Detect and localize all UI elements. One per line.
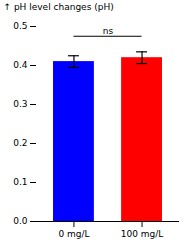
svg-text:0.3: 0.3: [13, 99, 27, 109]
svg-text:↑ pH level changes (pH): ↑ pH level changes (pH): [4, 2, 114, 12]
svg-text:0.4: 0.4: [13, 60, 28, 70]
svg-text:0.2: 0.2: [13, 138, 27, 148]
svg-text:0 mg/L: 0 mg/L: [58, 229, 89, 239]
svg-text:0.5: 0.5: [13, 21, 27, 31]
svg-text:0.0: 0.0: [13, 216, 28, 226]
svg-text:0.1: 0.1: [13, 177, 27, 187]
svg-text:ns: ns: [103, 26, 114, 36]
svg-text:100 mg/L: 100 mg/L: [121, 229, 164, 239]
